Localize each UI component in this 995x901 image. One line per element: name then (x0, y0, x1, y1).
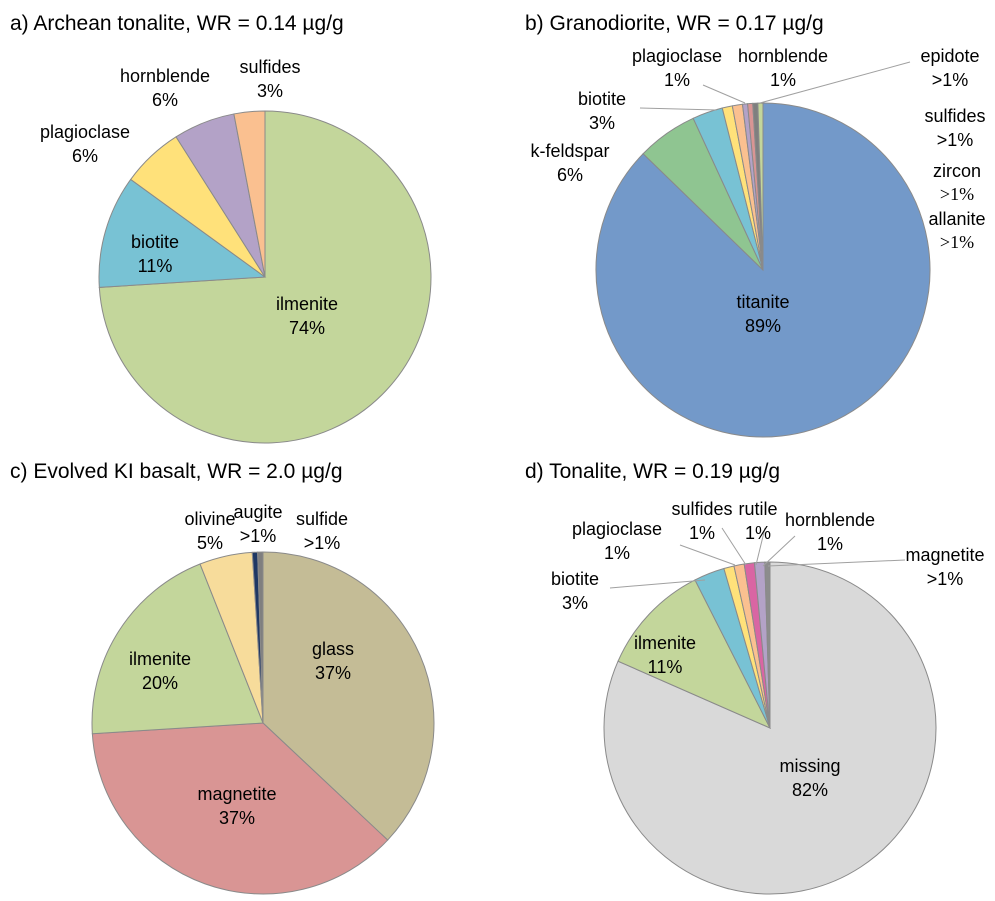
slice-label: hornblende (738, 46, 828, 66)
value-label: 20% (142, 673, 178, 693)
leader-line (639, 107, 718, 111)
pie-slice (262, 551, 435, 841)
slice-label: magnetite (905, 545, 984, 565)
leader-line (755, 527, 766, 566)
slice-label: augite (233, 502, 282, 522)
slice-label: k-feldspar (530, 141, 609, 161)
chart-title: a) Archean tonalite, WR = 0.14 µg/g (10, 12, 344, 35)
value-label: 1% (817, 534, 843, 554)
value-label: >1% (940, 232, 974, 252)
slice-label: biotite (131, 232, 179, 252)
value-label: 3% (257, 81, 283, 101)
leader-line (721, 527, 747, 566)
slice-label: magnetite (197, 784, 276, 804)
pie-slice (617, 579, 772, 730)
leader-line (609, 579, 706, 589)
leader-line (759, 61, 911, 104)
value-label: 89% (745, 316, 781, 336)
slice-label: sulfides (239, 57, 300, 77)
value-label: >1% (304, 533, 341, 553)
slice-label: ilmenite (276, 294, 338, 314)
slice-label: olivine (184, 509, 235, 529)
pie-slice (98, 178, 267, 288)
chart-title: b) Granodiorite, WR = 0.17 µg/g (525, 12, 824, 35)
slice-label: glass (312, 639, 354, 659)
value-label: >1% (927, 569, 964, 589)
pie-slice (91, 722, 389, 895)
value-label: 37% (219, 808, 255, 828)
value-label: 1% (745, 523, 771, 543)
value-label: 11% (648, 657, 683, 677)
value-label: 37% (315, 663, 351, 683)
slice-label: plagioclase (632, 46, 722, 66)
slice-label: missing (779, 756, 840, 776)
leader-line (762, 535, 796, 567)
slice-label: rutile (738, 499, 777, 519)
value-label: >1% (937, 130, 974, 150)
value-label: >1% (240, 526, 277, 546)
leader-line (767, 559, 906, 567)
slice-label: zircon (933, 161, 981, 181)
value-label: 1% (664, 70, 690, 90)
slice-label: plagioclase (572, 519, 662, 539)
slice-label: biotite (578, 89, 626, 109)
value-label: 3% (562, 593, 588, 613)
value-label: >1% (932, 70, 969, 90)
slice-label: ilmenite (129, 649, 191, 669)
slice-label: biotite (551, 569, 599, 589)
leader-line (702, 84, 746, 104)
slice-label: epidote (920, 46, 979, 66)
slice-label: sulfide (296, 509, 348, 529)
value-label: 1% (604, 543, 630, 563)
value-label: >1% (940, 184, 974, 204)
chart-title: d) Tonalite, WR = 0.19 µg/g (525, 460, 780, 483)
slice-label: ilmenite (634, 633, 696, 653)
value-label: 11% (138, 256, 173, 276)
slice-label: hornblende (120, 66, 210, 86)
slice-label: sulfides (924, 106, 985, 126)
value-label: 6% (152, 90, 178, 110)
value-label: 6% (72, 146, 98, 166)
value-label: 3% (589, 113, 615, 133)
leader-line (679, 544, 736, 566)
chart-title: c) Evolved KI basalt, WR = 2.0 µg/g (10, 460, 343, 483)
value-label: 1% (770, 70, 796, 90)
pie-slice (91, 563, 264, 735)
value-label: 6% (557, 165, 583, 185)
slice-label: plagioclase (40, 122, 130, 142)
pie-slice (233, 110, 266, 278)
slice-label: sulfides (671, 499, 732, 519)
slice-label: titanite (736, 292, 789, 312)
slice-label: allanite (928, 209, 985, 229)
value-label: 74% (289, 318, 325, 338)
slice-label: hornblende (785, 510, 875, 530)
pie-slice (257, 551, 264, 724)
value-label: 1% (689, 523, 715, 543)
value-label: 82% (792, 780, 828, 800)
value-label: 5% (197, 533, 223, 553)
